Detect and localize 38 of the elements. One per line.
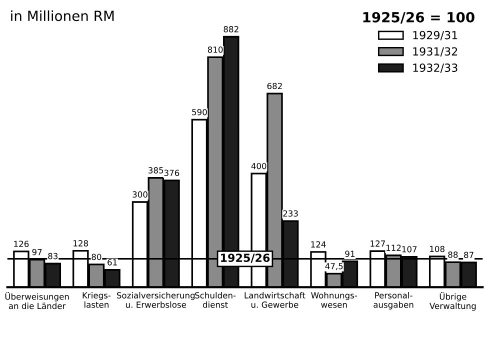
data-label: 300 bbox=[132, 191, 148, 198]
data-label: 882 bbox=[224, 26, 238, 32]
data-label: 107 bbox=[402, 246, 417, 252]
legend-label: 1932/33 bbox=[413, 64, 458, 73]
data-label: 47,5 bbox=[325, 263, 343, 270]
data-label: 127 bbox=[370, 240, 385, 247]
data-label: 88 bbox=[448, 251, 458, 258]
x-tick-label: Kriegs- lasten bbox=[82, 292, 111, 308]
data-label: 682 bbox=[267, 82, 282, 90]
data-label: 112 bbox=[386, 244, 401, 251]
legend-label: 1929/31 bbox=[413, 30, 458, 40]
x-tick-label: Wohnungs- wesen bbox=[311, 292, 358, 308]
data-label: 83 bbox=[48, 252, 58, 260]
x-tick-label: Schulden- dienst bbox=[195, 292, 236, 308]
x-tick-label: Überweisungen an die Länder bbox=[5, 292, 69, 310]
data-label: 126 bbox=[14, 240, 29, 248]
data-label: 400 bbox=[251, 162, 266, 170]
legend-label: 1931/32 bbox=[413, 47, 458, 57]
data-label: 108 bbox=[430, 246, 444, 252]
x-tick-label: Sozialversicherung u. Erwerbslose bbox=[116, 292, 195, 308]
data-label: 61 bbox=[108, 259, 117, 266]
data-label: 97 bbox=[32, 248, 42, 256]
data-label: 376 bbox=[164, 170, 180, 176]
data-label: 385 bbox=[148, 167, 164, 174]
data-label: 810 bbox=[208, 46, 223, 53]
chart-title: in Millionen RM bbox=[11, 10, 114, 22]
data-label: 124 bbox=[311, 241, 326, 248]
x-tick-label: Personal- ausgaben bbox=[374, 292, 414, 310]
data-label: 87 bbox=[464, 252, 474, 258]
x-tick-label: Landwirtschaft u. Gewerbe bbox=[244, 292, 306, 308]
annotation: 1925/26 bbox=[221, 254, 270, 263]
x-tick-label: Übrige Verwaltung bbox=[430, 292, 476, 311]
data-label: 80 bbox=[92, 254, 102, 260]
data-label: 128 bbox=[74, 240, 88, 246]
legend-title: 1925/26 = 100 bbox=[363, 12, 474, 24]
data-label: 233 bbox=[283, 210, 298, 217]
data-label: 590 bbox=[192, 108, 207, 116]
data-label: 91 bbox=[345, 250, 354, 257]
